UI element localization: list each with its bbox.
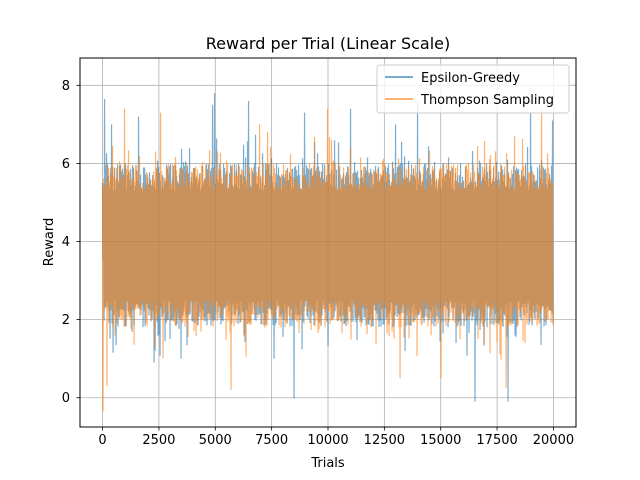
x-tick-label: 7500 (255, 433, 288, 448)
series-line-thompson-sampling (101, 108, 554, 412)
y-tick-label: 6 (62, 157, 70, 172)
legend-label: Thompson Sampling (420, 93, 554, 108)
x-axis-ticks: 0 2500 5000 7500 10000 12500 15000 17500 20000 (98, 427, 574, 448)
legend-box (376, 64, 570, 114)
legend-label: Epsilon-Greedy (421, 71, 520, 86)
x-tick-label: 15000 (420, 433, 461, 448)
x-tick-label: 17500 (476, 433, 517, 448)
y-axis-ticks: 0 2 4 6 8 (62, 79, 80, 406)
x-tick-label: 20000 (533, 433, 574, 448)
y-axis-label: Reward (42, 218, 57, 266)
x-tick-label: 12500 (364, 433, 405, 448)
series-layer (101, 93, 554, 412)
x-tick-label: 0 (98, 433, 106, 448)
y-tick-label: 4 (62, 235, 70, 250)
x-tick-label: 2500 (142, 433, 175, 448)
y-tick-label: 2 (62, 313, 70, 328)
x-tick-label: 10000 (307, 433, 348, 448)
x-tick-label: 5000 (199, 433, 232, 448)
chart-title: Reward per Trial (Linear Scale) (206, 34, 450, 53)
legend: Epsilon-Greedy Thompson Sampling (376, 64, 570, 114)
y-tick-label: 8 (62, 79, 70, 94)
x-axis-label: Trials (310, 456, 345, 471)
y-tick-label: 0 (62, 391, 70, 406)
